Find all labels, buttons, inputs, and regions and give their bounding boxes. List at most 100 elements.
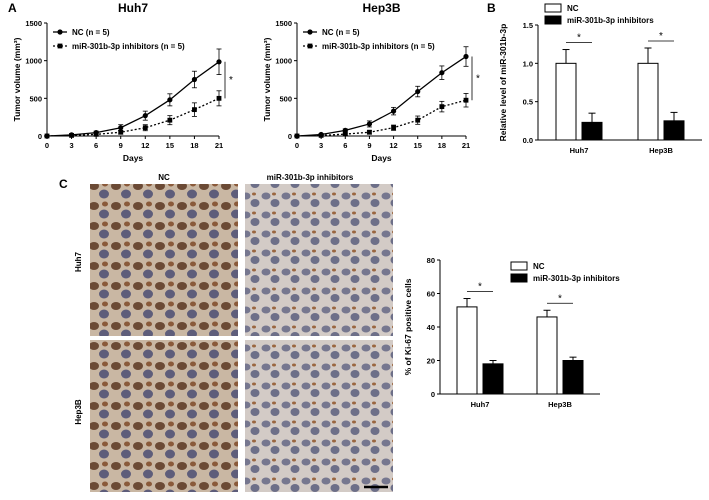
y-tick-label: 0 — [288, 132, 292, 141]
x-tick-label: 6 — [343, 141, 347, 150]
y-axis-label: Tumor volume (mm³) — [12, 37, 22, 121]
histology-col-label-inhibitors: miR-301b-3p inhibitors — [267, 173, 354, 182]
histology-row-label-huh7: Huh7 — [74, 251, 83, 272]
data-point — [463, 97, 469, 103]
y-tick-label: 0 — [38, 132, 42, 141]
significance-star: * — [229, 75, 233, 86]
data-point — [366, 121, 373, 127]
series-line-1 — [46, 61, 220, 137]
data-point — [342, 131, 348, 137]
data-point — [342, 127, 348, 133]
x-tick-label: 12 — [389, 141, 397, 150]
x-tick-label: 21 — [462, 141, 470, 150]
y-tick-label: 1000 — [275, 57, 292, 66]
data-point — [44, 133, 50, 139]
legend-label: miR-301b-3p inhibitors (n = 5) — [72, 42, 185, 51]
legend-marker — [307, 29, 313, 35]
data-point — [216, 59, 222, 65]
chart-mir-301b-level: 0.0 0.5 1.0 1.5 Relative level of miR-301b-3… — [498, 3, 702, 155]
data-point — [390, 108, 397, 114]
legend-label: NC — [567, 4, 579, 13]
y-tick-label: 0 — [431, 390, 435, 399]
ihc-image-hep3b-nc — [90, 340, 238, 492]
legend-swatch — [510, 273, 528, 283]
data-point — [167, 117, 173, 123]
significance-star: * — [659, 31, 663, 42]
series-line-1 — [296, 55, 467, 137]
data-point — [415, 88, 421, 95]
y-tick-label: 80 — [427, 256, 435, 265]
bar-1 — [456, 306, 478, 395]
legend-marker — [57, 43, 63, 49]
significance-star: * — [577, 33, 581, 44]
significance-star: * — [558, 293, 562, 304]
legend-swatch — [544, 3, 562, 13]
legend-label: miR-301b-3p inhibitors — [533, 274, 620, 283]
y-tick-label: 500 — [29, 94, 42, 103]
histology-row-label-hep3b: Hep3B — [74, 399, 83, 425]
legend-marker — [57, 29, 63, 35]
data-point — [69, 132, 74, 138]
y-tick-label: 40 — [427, 323, 435, 332]
bar-2 — [663, 120, 685, 141]
data-point — [142, 113, 148, 119]
y-tick-label: 0.0 — [523, 136, 533, 145]
legend-label: miR-301b-3p inhibitors (n = 5) — [322, 42, 435, 51]
x-tick-label: Hep3B — [649, 146, 673, 155]
y-axis-label: % of Ki-67 positive cells — [403, 278, 413, 375]
x-tick-label: 12 — [141, 141, 149, 150]
significance-star: * — [478, 282, 482, 293]
x-tick-label: 18 — [190, 141, 198, 150]
x-tick-label: 0 — [295, 141, 299, 150]
x-tick-label: 3 — [319, 141, 323, 150]
panel-letter-c: C — [59, 177, 68, 191]
x-tick-label: 3 — [69, 141, 73, 150]
data-point — [118, 125, 124, 131]
y-tick-label: 500 — [279, 94, 292, 103]
histology-col-label-nc: NC — [158, 173, 170, 182]
histology-panel: NC miR-301b-3p inhibitors Huh7 Hep3B — [74, 173, 393, 492]
data-point — [294, 133, 300, 139]
data-point — [415, 117, 421, 123]
legend-label: NC — [533, 262, 545, 271]
y-axis-label: Relative level of miR-301b-3p — [498, 24, 508, 142]
data-point — [191, 76, 198, 83]
bar-1 — [555, 62, 577, 141]
legend-swatch — [544, 15, 562, 25]
ihc-image-hep3b-inhibitors — [245, 340, 393, 492]
y-tick-label: 0.5 — [523, 98, 533, 107]
y-tick-label: 1.0 — [523, 59, 533, 68]
data-point — [463, 53, 469, 60]
chart-title: Huh7 — [118, 1, 148, 15]
data-point — [167, 97, 173, 103]
bar-2 — [562, 360, 584, 395]
x-tick-label: Huh7 — [570, 146, 589, 155]
data-point — [367, 129, 372, 135]
y-tick-label: 1500 — [275, 19, 292, 28]
legend-swatch — [510, 261, 528, 271]
x-tick-label: 0 — [45, 141, 49, 150]
x-tick-label: 15 — [414, 141, 422, 150]
x-axis-label: Days — [123, 153, 144, 163]
x-tick-label: 9 — [367, 141, 371, 150]
data-point — [439, 70, 445, 76]
x-axis-label: Days — [371, 153, 392, 163]
bar-2 — [482, 363, 504, 395]
series-line-2 — [296, 99, 467, 137]
data-point — [439, 104, 445, 110]
data-point — [192, 107, 197, 113]
ihc-image-huh7-nc — [90, 184, 238, 336]
y-axis-label: Tumor volume (mm³) — [262, 37, 272, 121]
bar-1 — [536, 316, 558, 395]
x-tick-label: Huh7 — [471, 400, 490, 409]
bar-1 — [637, 62, 659, 141]
x-tick-label: 21 — [215, 141, 223, 150]
legend-label: NC (n = 5) — [322, 28, 360, 37]
panel-letter-b: B — [487, 1, 496, 15]
data-point — [216, 95, 222, 101]
y-tick-label: 1.5 — [523, 21, 533, 30]
data-point — [118, 129, 124, 135]
x-tick-label: 18 — [438, 141, 446, 150]
legend-marker — [307, 43, 313, 49]
